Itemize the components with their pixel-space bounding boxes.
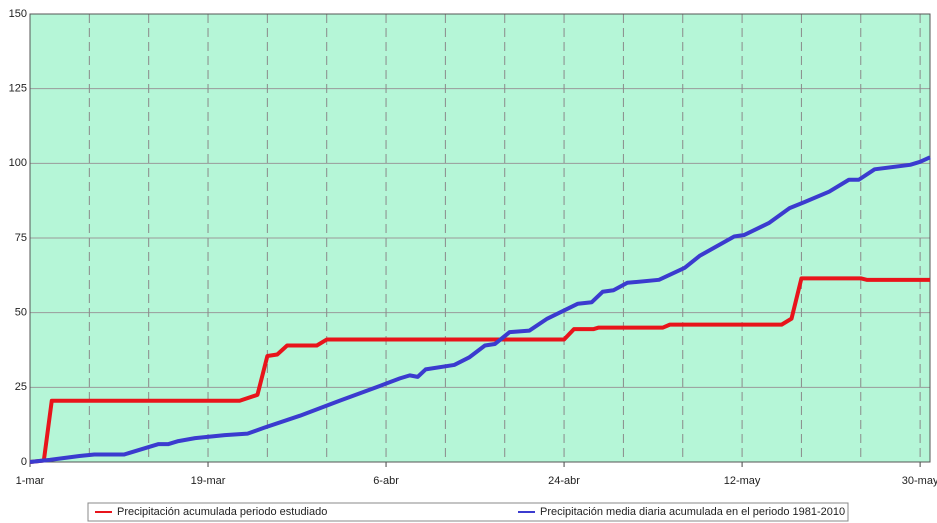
series-line — [29, 155, 931, 464]
legend-label: Precipitación acumulada periodo estudiad… — [117, 506, 327, 518]
x-tick-label: 6-abr — [373, 475, 399, 487]
x-tick-label: 1-mar — [16, 475, 45, 487]
plot-border — [29, 13, 931, 463]
x-tick-label: 24-abr — [548, 475, 580, 487]
x-tick-label: 30-may — [902, 475, 937, 487]
x-tick-label: 19-mar — [191, 475, 226, 487]
series-line — [29, 276, 930, 464]
legend-box — [87, 502, 849, 522]
y-tick-label: 150 — [9, 8, 27, 20]
y-tick-label: 75 — [15, 232, 27, 244]
y-tick-label: 125 — [9, 83, 27, 95]
y-tick-label: 50 — [15, 307, 27, 319]
y-tick-label: 0 — [21, 456, 27, 468]
y-tick-label: 100 — [9, 157, 27, 169]
legend-label: Precipitación media diaria acumulada en … — [540, 506, 845, 518]
y-tick-label: 25 — [15, 381, 27, 393]
x-tick-label: 12-may — [724, 475, 761, 487]
